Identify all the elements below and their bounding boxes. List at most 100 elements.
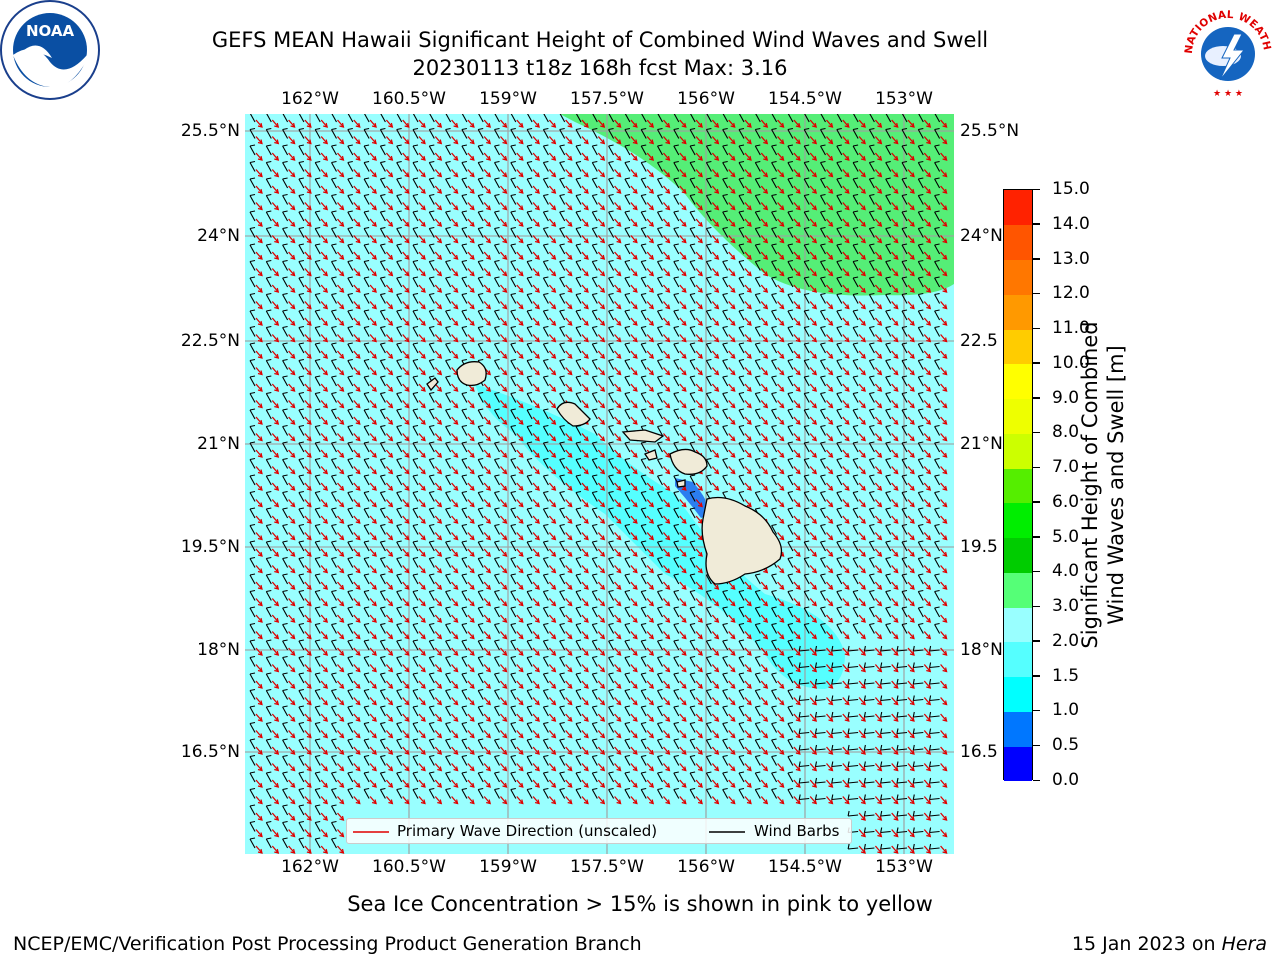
- wave-direction-arrowhead: [616, 304, 622, 310]
- wave-direction-arrow: [940, 251, 948, 260]
- wind-barb: [852, 211, 859, 222]
- wind-barb: [754, 376, 761, 387]
- noaa-logo: NOAA: [0, 0, 100, 100]
- wind-barb: [803, 261, 810, 271]
- wind-barb-flag: [804, 127, 810, 131]
- wave-direction-arrow: [451, 350, 459, 359]
- wave-direction-arrow: [809, 202, 817, 210]
- wave-direction-arrow: [385, 136, 393, 144]
- wind-barb: [396, 393, 403, 403]
- wind-barb-flag: [706, 391, 712, 395]
- wave-direction-arrow: [369, 185, 377, 194]
- wind-barb-flag: [575, 193, 582, 197]
- wave-direction-arrow: [581, 268, 589, 276]
- wave-direction-arrow: [940, 119, 948, 128]
- wind-barb-flag: [363, 375, 370, 378]
- wind-barb: [885, 277, 892, 288]
- wind-barb-flag: [852, 177, 859, 180]
- wind-barb-flag: [347, 309, 353, 312]
- wave-direction-arrowhead: [323, 320, 329, 326]
- wave-direction-arrow: [809, 136, 817, 144]
- wind-barb: [673, 277, 680, 288]
- wave-direction-arrow: [809, 400, 817, 408]
- wind-barb: [705, 162, 712, 172]
- wind-barb: [575, 195, 582, 205]
- wave-direction-arrow: [907, 119, 915, 128]
- wave-direction-arrow: [679, 202, 687, 210]
- wave-direction-arrow: [711, 350, 719, 359]
- wave-direction-arrowhead: [388, 238, 394, 244]
- wind-barb-flag: [885, 160, 891, 164]
- wind-barb: [624, 376, 631, 387]
- wave-direction-arrow: [858, 202, 866, 210]
- wind-barb: [396, 114, 403, 123]
- wave-direction-arrow: [744, 284, 752, 293]
- wave-direction-arrow: [760, 334, 768, 342]
- wind-barb: [673, 376, 680, 387]
- wave-direction-arrowhead: [323, 271, 329, 277]
- wave-direction-arrowhead: [681, 188, 687, 194]
- wind-barb-flag: [869, 177, 875, 180]
- wind-barb-flag: [804, 391, 810, 395]
- wave-direction-arrow: [923, 202, 931, 210]
- wind-barb: [705, 310, 712, 321]
- wind-barb: [575, 327, 582, 337]
- wind-barb-flag: [494, 259, 500, 263]
- wind-barb-flag: [380, 160, 386, 164]
- wave-direction-arrowhead: [486, 238, 492, 244]
- wave-direction-arrow: [842, 317, 850, 326]
- wind-barb-flag: [396, 358, 402, 362]
- wind-barb: [754, 178, 761, 189]
- wave-direction-arrow: [907, 383, 915, 392]
- wave-direction-arrow: [663, 136, 670, 144]
- wind-barb-flag: [331, 325, 337, 329]
- wave-direction-arrow: [728, 284, 736, 293]
- wave-direction-arrowhead: [388, 188, 394, 194]
- wave-direction-arrowhead: [616, 386, 622, 392]
- wind-barb: [396, 409, 403, 420]
- wave-direction-arrow: [451, 301, 459, 309]
- wave-direction-arrow: [891, 202, 899, 210]
- wind-barb: [428, 211, 435, 222]
- wave-direction-arrowhead: [502, 353, 508, 359]
- wave-direction-arrowhead: [257, 337, 263, 343]
- wave-direction-arrowhead: [665, 386, 671, 392]
- wind-barb-flag: [689, 226, 696, 230]
- wind-barb-flag: [738, 309, 745, 312]
- wave-direction-arrowhead: [420, 287, 426, 293]
- wind-barb: [771, 211, 778, 222]
- wave-direction-arrow: [597, 185, 605, 194]
- wave-direction-arrow: [483, 119, 491, 128]
- wave-direction-arrowhead: [404, 337, 410, 343]
- wind-barb-flag: [885, 358, 891, 362]
- wave-direction-arrowhead: [355, 238, 361, 244]
- wind-barb: [461, 261, 468, 271]
- wind-barb-flag: [478, 259, 484, 263]
- wave-direction-arrowhead: [828, 320, 834, 326]
- wave-direction-arrow: [695, 152, 703, 161]
- wave-direction-arrow: [516, 334, 524, 342]
- wave-direction-arrowhead: [828, 155, 834, 161]
- wind-barb-flag: [804, 309, 810, 312]
- wave-direction-arrowhead: [730, 337, 736, 343]
- wind-barb: [461, 294, 468, 304]
- wave-direction-arrowhead: [306, 188, 312, 194]
- wave-direction-arrowhead: [486, 370, 492, 376]
- wind-barb: [559, 294, 566, 304]
- wave-direction-arrowhead: [926, 254, 932, 260]
- wind-barb: [510, 360, 517, 370]
- wind-barb: [689, 360, 696, 370]
- wind-barb: [771, 162, 778, 172]
- wind-barb: [445, 244, 452, 255]
- wind-barb: [526, 310, 533, 321]
- wave-direction-arrowhead: [404, 139, 410, 145]
- wind-barb: [917, 360, 924, 370]
- wind-barb: [705, 376, 712, 387]
- wind-barb: [787, 376, 794, 387]
- wave-direction-arrow: [597, 152, 605, 161]
- wave-direction-arrowhead: [583, 221, 589, 227]
- wind-barb: [575, 244, 582, 255]
- wind-barb-flag: [918, 358, 924, 362]
- wave-direction-arrowhead: [681, 370, 687, 376]
- wind-barb: [412, 244, 419, 255]
